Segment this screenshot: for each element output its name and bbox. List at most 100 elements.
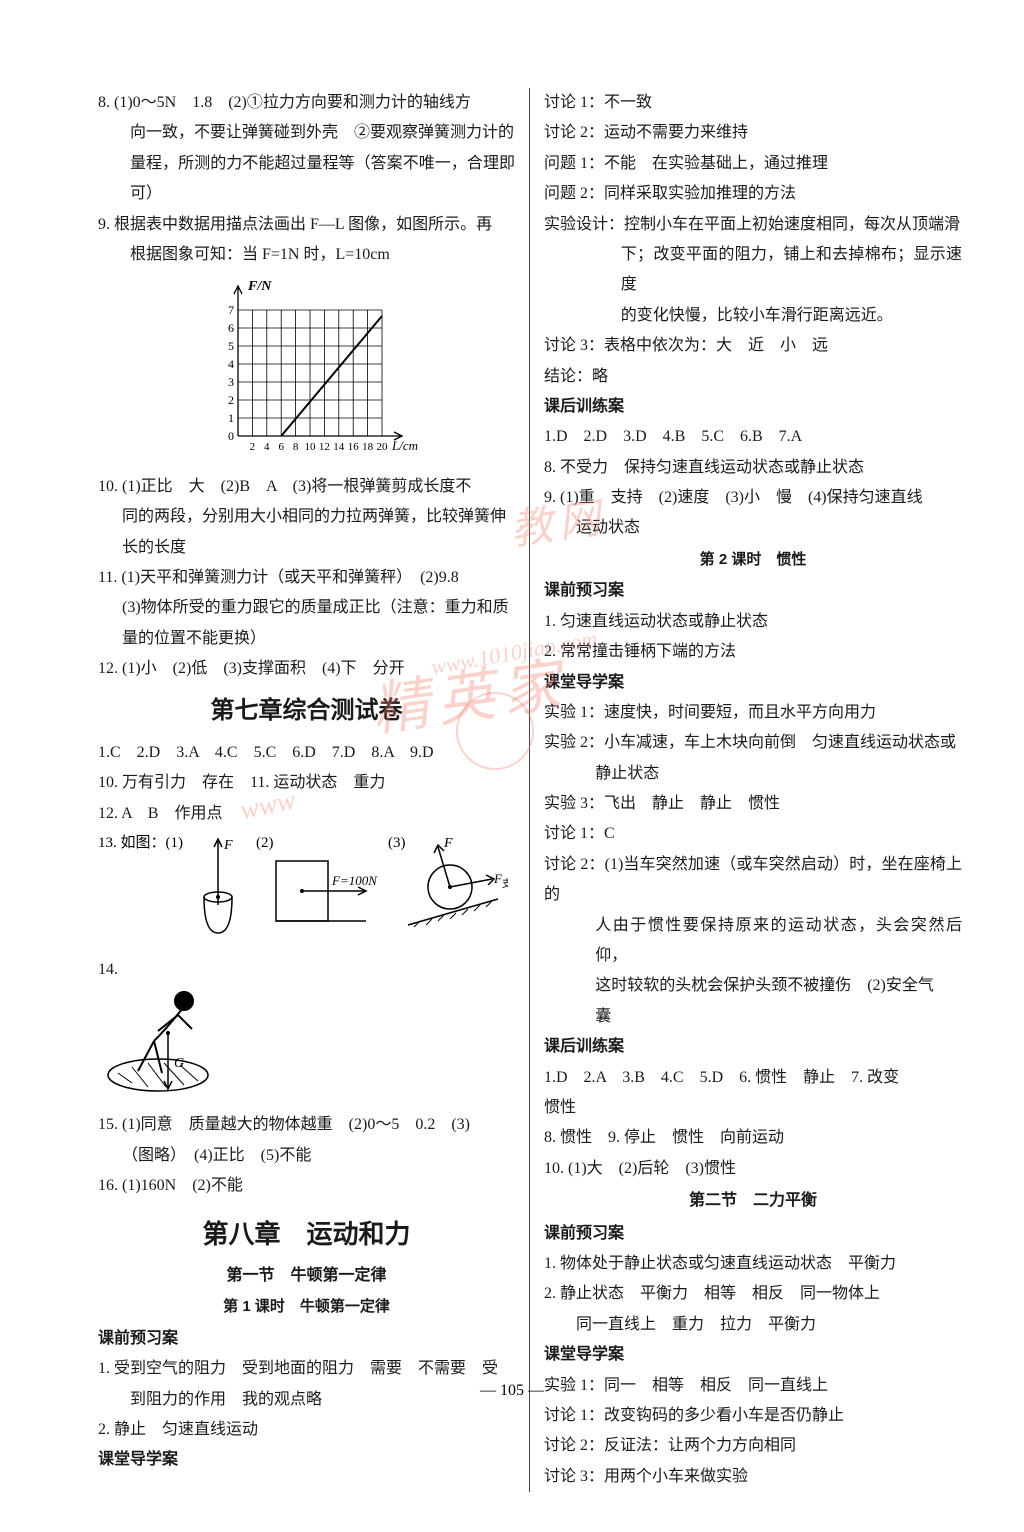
svg-text:3: 3 xyxy=(228,375,234,389)
t2-1: 讨论 2：(1)当车突然加速（或车突然启动）时，坐在座椅上的 xyxy=(544,850,962,911)
svg-text:10: 10 xyxy=(304,441,316,453)
svg-text:支: 支 xyxy=(502,878,508,890)
pre1-l1: 1. 受到空气的阻力 受到地面的阻力 需要 不需要 受 xyxy=(98,1354,515,1384)
d2: 讨论 2：运动不需要力来维持 xyxy=(544,118,962,148)
q8-line1: 8. (1)0～5N 1.8 (2)①拉力方向要和测力计的轴线方 xyxy=(98,88,515,118)
post2-a1b: 惯性 xyxy=(544,1093,962,1123)
exp2: 下；改变平面的阻力，铺上和去掉棉布；显示速度 xyxy=(544,240,962,301)
w1: 问题 1：不能 在实验基础上，通过推理 xyxy=(544,149,962,179)
exp3: 的变化快慢，比较小车滑行距离远近。 xyxy=(544,301,962,331)
svg-text:18: 18 xyxy=(362,441,374,453)
svg-text:7: 7 xyxy=(228,303,234,317)
svg-text:20: 20 xyxy=(376,441,388,453)
ch8-sec1: 第一节 牛顿第一定律 xyxy=(98,1261,515,1291)
q14-label: 14. xyxy=(98,955,515,985)
svg-text:G: G xyxy=(174,1056,184,1071)
post-a1: 1.D 2.D 3.D 4.B 5.C 6.B 7.A xyxy=(544,422,962,452)
pre-label: 课前预习案 xyxy=(98,1324,515,1354)
svg-text:6: 6 xyxy=(278,441,284,453)
post-a3-1: 9. (1)重 支持 (2)速度 (3)小 慢 (4)保持匀速直线 xyxy=(544,483,962,513)
c3-4: 讨论 3：用两个小车来做实验 xyxy=(544,1462,962,1492)
q13-figures: 13. 如图：(1) (2) (3) F xyxy=(98,831,515,952)
post-label: 课后训练案 xyxy=(544,392,962,422)
ch7-a2: 10. 万有引力 存在 11. 运动状态 重力 xyxy=(98,768,515,798)
concl: 结论：略 xyxy=(544,362,962,392)
pre2-label: 课前预习案 xyxy=(544,576,962,606)
q9-line2: 根据图象可知：当 F=1N 时，L=10cm xyxy=(98,240,515,270)
svg-text:2: 2 xyxy=(249,441,255,453)
svg-text:F=100N: F=100N xyxy=(331,873,378,888)
c3-3: 讨论 2：反证法：让两个力方向相同 xyxy=(544,1431,962,1461)
ch7-a3: 12. A B 作用点 xyxy=(98,799,515,829)
t1: 讨论 1：C xyxy=(544,819,962,849)
lesson2: 第 2 课时 惯性 xyxy=(544,546,962,575)
graph-fl: F/N xyxy=(98,276,515,467)
svg-text:(3): (3) xyxy=(388,835,406,851)
pre2: 2. 静止 匀速直线运动 xyxy=(98,1415,515,1445)
post2-a3: 10. (1)大 (2)后轮 (3)惯性 xyxy=(544,1154,962,1184)
post2-label: 课后训练案 xyxy=(544,1032,962,1062)
pre2-2: 2. 常常撞击锤柄下端的方法 xyxy=(544,637,962,667)
s1: 实验 1：速度快，时间要短，而且水平方向用力 xyxy=(544,698,962,728)
q14-figure: G xyxy=(98,987,515,1108)
svg-text:16: 16 xyxy=(347,441,359,453)
svg-text:5: 5 xyxy=(228,339,234,353)
sec2: 第二节 二力平衡 xyxy=(544,1186,962,1216)
svg-text:4: 4 xyxy=(228,357,234,371)
q10-l1: 10. (1)正比 大 (2)B A (3)将一根弹簧剪成长度不 xyxy=(98,472,515,502)
t2-4: 囊 xyxy=(544,1002,962,1032)
svg-text:L/cm: L/cm xyxy=(391,438,418,453)
t2-3: 这时较软的头枕会保护头颈不被撞伤 (2)安全气 xyxy=(544,971,962,1001)
svg-text:13. 如图：(1): 13. 如图：(1) xyxy=(98,834,183,851)
ch7-title: 第七章综合测试卷 xyxy=(98,688,515,734)
q12: 12. (1)小 (2)低 (3)支撑面积 (4)下 分开 xyxy=(98,654,515,684)
q10-l2: 同的两段，分别用大小相同的力拉两弹簧，比较弹簧伸 xyxy=(98,502,515,532)
q15-l2: （图略） (4)正比 (5)不能 xyxy=(98,1141,515,1171)
svg-text:6: 6 xyxy=(228,321,234,335)
q11-l1: 11. (1)天平和弹簧测力计（或天平和弹簧秤） (2)9.8 xyxy=(98,563,515,593)
q15-l1: 15. (1)同意 质量越大的物体越重 (2)0～5 0.2 (3) xyxy=(98,1110,515,1140)
s3: 实验 3：飞出 静止 静止 惯性 xyxy=(544,789,962,819)
class2-label: 课堂导学案 xyxy=(544,668,962,698)
ch8-lesson1: 第 1 课时 牛顿第一定律 xyxy=(98,1293,515,1322)
q11-l2: (3)物体所受的重力跟它的质量成正比（注意：重力和质 xyxy=(98,593,515,623)
svg-text:2: 2 xyxy=(228,393,234,407)
class3-label: 课堂导学案 xyxy=(544,1340,962,1370)
q8-line2: 向一致，不要让弹簧碰到外壳 ②要观察弹簧测力计的 xyxy=(98,118,515,148)
d3: 讨论 3：表格中依次为：大 近 小 远 xyxy=(544,331,962,361)
svg-text:F: F xyxy=(223,838,233,853)
svg-text:1: 1 xyxy=(228,411,234,425)
pre3-2-2: 同一直线上 重力 拉力 平衡力 xyxy=(544,1310,962,1340)
post-a2: 8. 不受力 保持匀速直线运动状态或静止状态 xyxy=(544,453,962,483)
svg-text:F/N: F/N xyxy=(247,279,272,294)
s2-2: 静止状态 xyxy=(544,759,962,789)
pre3-label: 课前预习案 xyxy=(544,1219,962,1249)
ch8-title: 第八章 运动和力 xyxy=(98,1210,515,1259)
left-column: 8. (1)0～5N 1.8 (2)①拉力方向要和测力计的轴线方 向一致，不要让… xyxy=(98,88,530,1492)
q11-l3: 量的位置不能更换） xyxy=(98,624,515,654)
q10-l3: 长的长度 xyxy=(98,533,515,563)
svg-text:4: 4 xyxy=(264,441,270,453)
pre2-1: 1. 匀速直线运动状态或静止状态 xyxy=(544,607,962,637)
q9-line1: 9. 根据表中数据用描点法画出 F—L 图像，如图所示。再 xyxy=(98,210,515,240)
w2: 问题 2：同样采取实验加推理的方法 xyxy=(544,179,962,209)
pre3-2-1: 2. 静止状态 平衡力 相等 相反 同一物体上 xyxy=(544,1279,962,1309)
c3-2: 讨论 1：改变钩码的多少看小车是否仍静止 xyxy=(544,1401,962,1431)
q8-line3: 量程，所测的力不能超过量程等（答案不唯一，合理即可） xyxy=(98,149,515,210)
exp1: 实验设计：控制小车在平面上初始速度相同，每次从顶端滑 xyxy=(544,210,962,240)
right-column: 讨论 1：不一致 讨论 2：运动不需要力来维持 问题 1：不能 在实验基础上，通… xyxy=(530,88,962,1492)
post2-a2: 8. 惯性 9. 停止 惯性 向前运动 xyxy=(544,1123,962,1153)
svg-text:F: F xyxy=(443,836,453,851)
svg-text:(2): (2) xyxy=(256,835,274,851)
class-label: 课堂导学案 xyxy=(98,1445,515,1475)
svg-text:0: 0 xyxy=(228,429,234,443)
s2-1: 实验 2：小车减速，车上木块向前倒 匀速直线运动状态或 xyxy=(544,728,962,758)
pre3-1: 1. 物体处于静止状态或匀速直线运动状态 平衡力 xyxy=(544,1249,962,1279)
svg-text:12: 12 xyxy=(318,441,329,453)
q16: 16. (1)160N (2)不能 xyxy=(98,1171,515,1201)
t2-2: 人由于惯性要保持原来的运动状态，头会突然后仰， xyxy=(544,911,962,972)
page-number: — 105 — xyxy=(0,1382,1024,1400)
ch7-a1: 1.C 2.D 3.A 4.C 5.C 6.D 7.D 8.A 9.D xyxy=(98,738,515,768)
post2-a1: 1.D 2.A 3.B 4.C 5.D 6. 惯性 静止 7. 改变 xyxy=(544,1063,962,1093)
d1: 讨论 1：不一致 xyxy=(544,88,962,118)
